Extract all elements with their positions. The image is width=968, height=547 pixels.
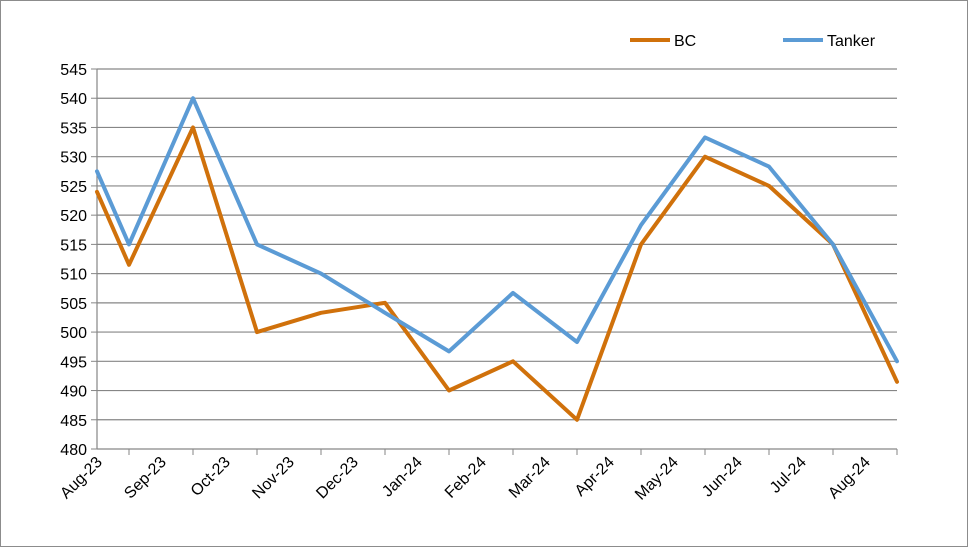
series-line-bc [95,125,899,422]
y-tick-label: 535 [60,120,87,137]
y-tick-label: 510 [60,267,87,284]
y-tick-label: 540 [60,91,87,108]
legend: BC Tanker [630,33,876,50]
x-tick-label: Sep-23 [121,454,170,503]
x-axis-tick-labels: Aug-23 Sep-23 Oct-23 Nov-23 Dec-23 Jan-24 Feb-… [57,454,874,504]
y-tick-label: 525 [60,179,87,196]
y-tick-label: 520 [60,208,87,225]
x-tick-label: Oct-23 [188,454,234,500]
x-tick-label: Jul-24 [767,454,810,497]
x-tick-label: Feb-24 [442,454,490,502]
x-tick-label: May-24 [632,454,682,504]
x-tick-label: Jan-24 [379,454,426,501]
x-tick-label: Apr-24 [572,454,618,500]
x-tick-label: Dec-23 [313,454,362,503]
legend-label-tanker: Tanker [827,33,876,50]
y-tick-label: 545 [60,62,87,79]
y-tick-label: 530 [60,150,87,167]
series-lines [95,96,899,422]
x-tick-label: Mar-24 [506,454,554,502]
y-tick-label: 515 [60,237,87,254]
y-tick-label: 500 [60,325,87,342]
axes [91,68,898,455]
y-tick-label: 505 [60,296,87,313]
y-tick-label: 485 [60,413,87,430]
y-tick-label: 490 [60,384,87,401]
x-tick-label: Aug-24 [825,454,874,503]
x-tick-label: Nov-23 [249,454,298,503]
x-tick-label: Jun-24 [699,454,746,501]
legend-label-bc: BC [674,33,696,50]
y-tick-label: 495 [60,354,87,371]
series-line-tanker [95,96,899,364]
y-tick-label: 480 [60,442,87,459]
x-tick-label: Aug-23 [57,454,106,503]
y-axis-tick-labels: 480 485 490 495 500 505 510 515 520 525 530 535 540 5… [60,62,87,459]
